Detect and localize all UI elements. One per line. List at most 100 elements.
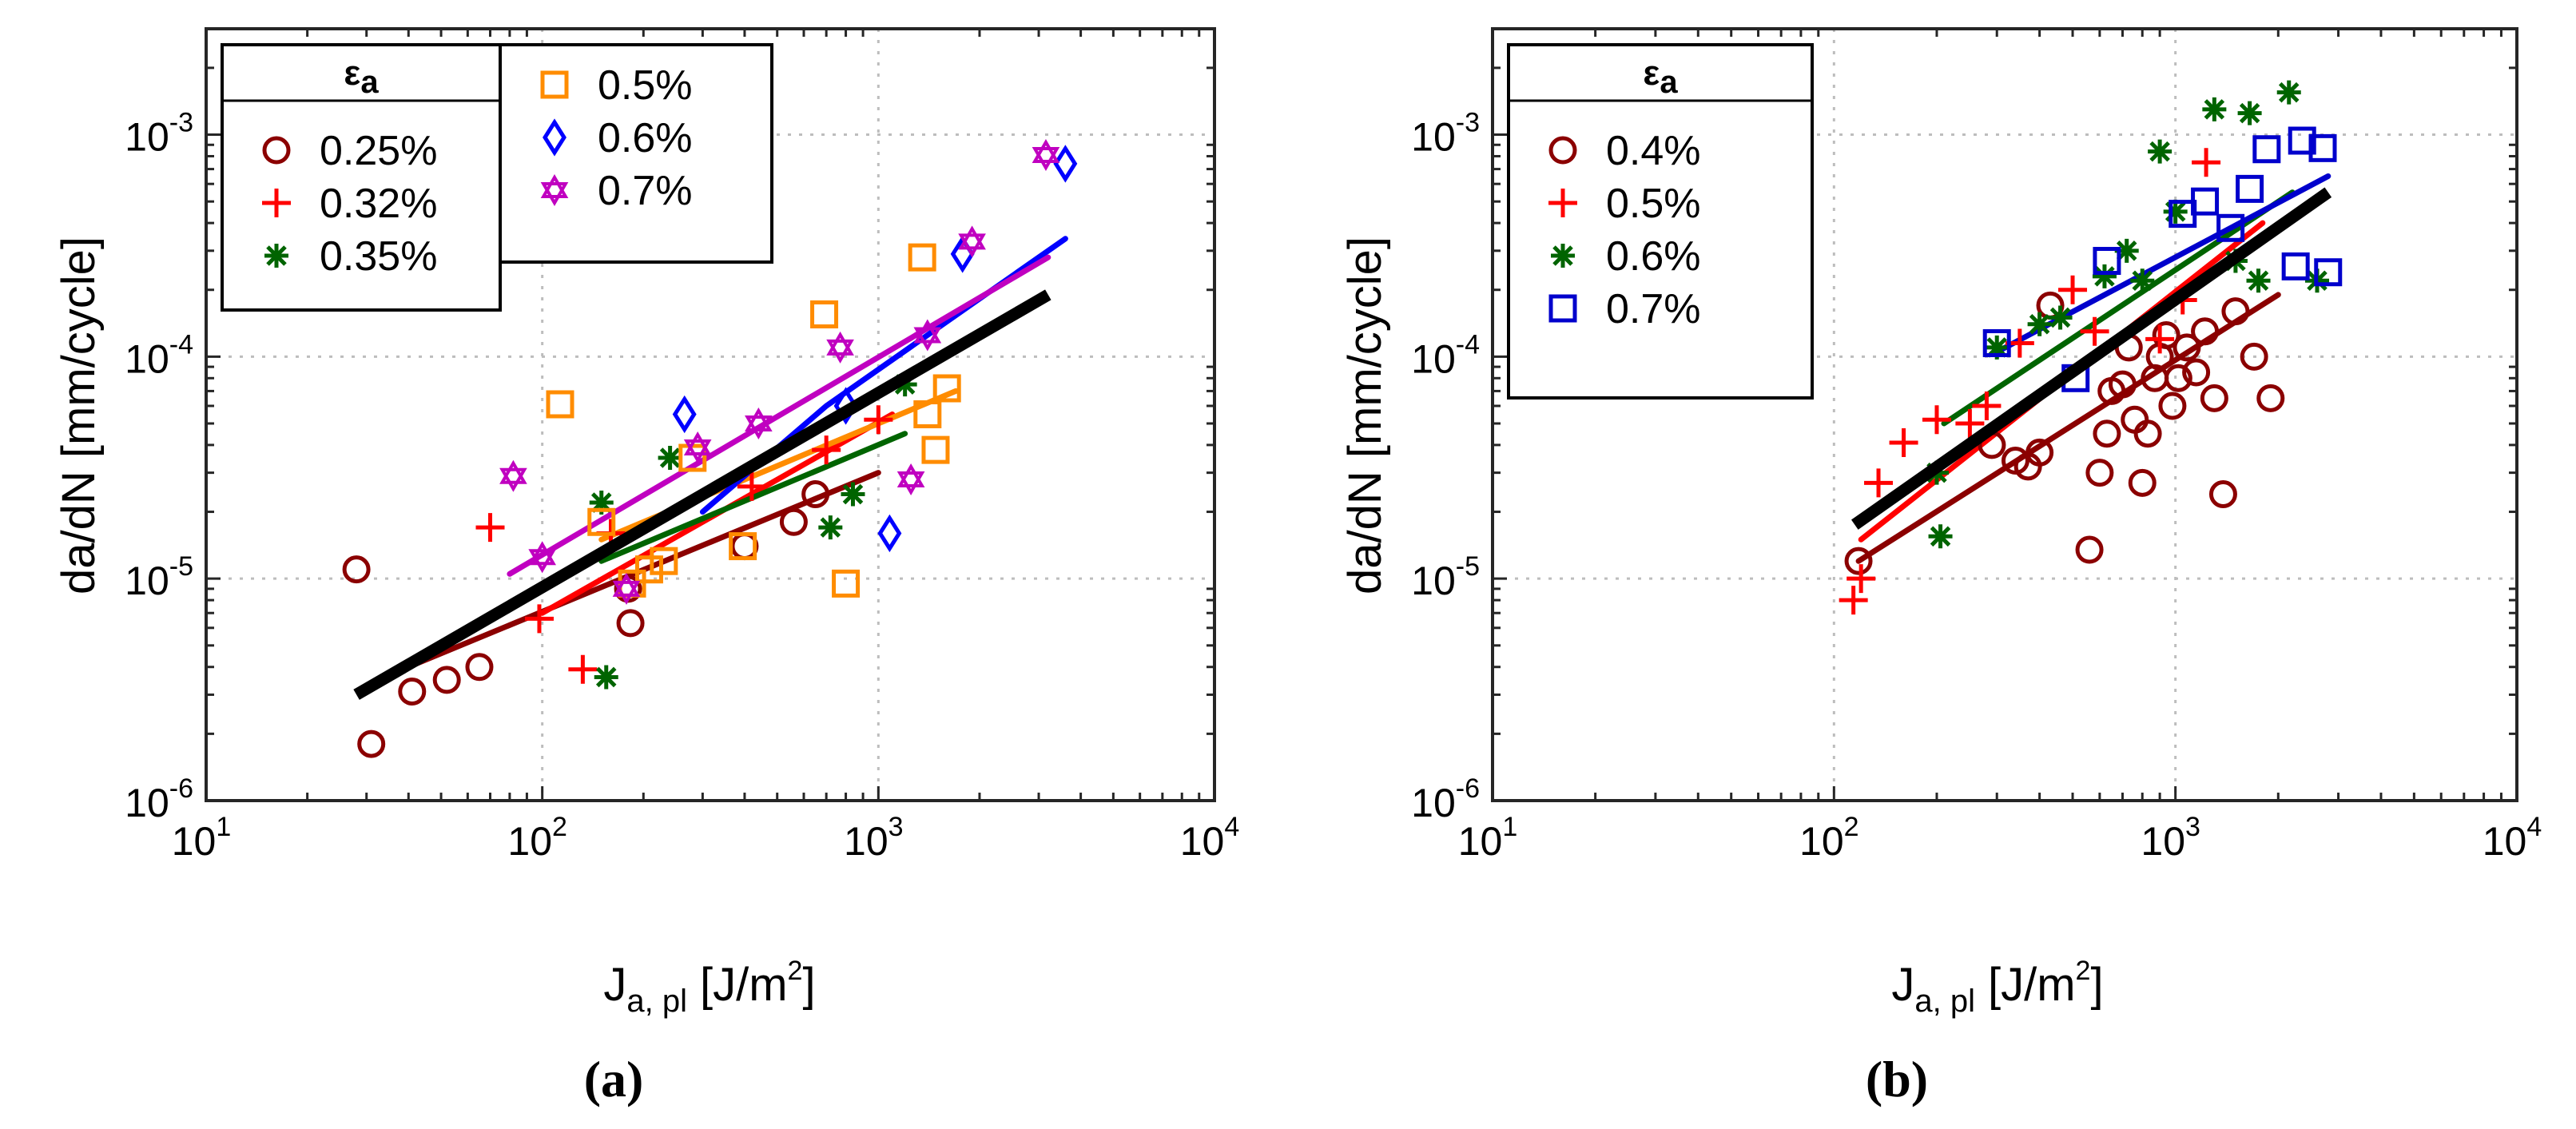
y-tick-label: 10-5	[125, 551, 193, 603]
y-tick-exp: -4	[169, 329, 193, 360]
data-point-0.6%	[2114, 238, 2139, 263]
data-point-0.5%	[1889, 427, 1918, 457]
data-point-0.5%	[908, 243, 936, 272]
y-axis-label: da/dN [mm/cycle]	[1339, 237, 1391, 594]
data-point-0.25%	[465, 653, 494, 682]
legend-marker-0.7%	[1548, 294, 1577, 323]
panel-caption: (b)	[1866, 1051, 1928, 1107]
panel-b: 101 102 103 10410-610-510-410-3εa0.4%0.5%0.…	[1339, 27, 2542, 1107]
data-point-0.7%	[1032, 138, 1060, 171]
data-point-0.7%	[2191, 187, 2220, 216]
data-point-0.6%	[877, 514, 902, 553]
data-point-0.4%	[2164, 364, 2192, 392]
data-point-0.7%	[958, 225, 986, 258]
y-axis-label: da/dN [mm/cycle]	[53, 237, 105, 594]
data-point-0.5%	[587, 507, 616, 536]
data-point-0.4%	[2173, 333, 2201, 362]
y-tick-base: 10	[125, 559, 169, 603]
x-tick-exp: 4	[2526, 812, 2542, 842]
data-point-0.7%	[612, 572, 641, 605]
data-point-0.6%	[1053, 145, 1078, 183]
data-point-0.5%	[2145, 324, 2175, 354]
x-tick-base: 10	[2141, 819, 2185, 864]
x-tick-label: 103	[844, 812, 904, 864]
x-tick-label: 104	[2483, 812, 2542, 864]
x-axis-label-main: J	[1891, 959, 1914, 1011]
legend-marker-0.6%	[543, 118, 566, 157]
legend-label: 0.6%	[598, 115, 693, 161]
data-point-0.6%	[1985, 335, 2010, 360]
data-point-0.5%	[1922, 405, 1951, 435]
data-point-0.7%	[683, 431, 712, 463]
data-point-0.4%	[2191, 317, 2220, 346]
x-tick-base: 10	[1458, 819, 1503, 864]
data-point-0.25%	[342, 555, 371, 584]
series-0.7%	[1982, 126, 2343, 392]
legend-title-symbol: ε	[344, 54, 360, 93]
data-point-0.4%	[2200, 384, 2228, 412]
data-point-0.5%	[1972, 392, 2002, 421]
data-point-0.7%	[2314, 258, 2343, 287]
data-point-0.4%	[2025, 438, 2054, 467]
legend-marker-0.25%	[262, 136, 291, 165]
x-axis-label-unit-end: ]	[802, 959, 815, 1011]
y-tick-label: 10-3	[1411, 108, 1480, 160]
legend-label: 0.7%	[598, 168, 693, 214]
y-tick-base: 10	[1411, 781, 1456, 825]
data-point-0.6%	[2276, 80, 2301, 105]
legend-label: 0.25%	[320, 128, 437, 174]
data-point-0.35%	[589, 491, 614, 515]
y-tick-base: 10	[1411, 559, 1456, 603]
legend-box	[499, 43, 773, 264]
x-axis-label-sub: a, pl	[626, 984, 687, 1019]
data-point-0.35%	[841, 482, 865, 507]
y-tick-label: 10-4	[1411, 329, 1480, 381]
x-tick-exp: 3	[888, 812, 904, 842]
legend-label: 0.6%	[1606, 233, 1701, 280]
data-point-0.32%	[737, 471, 766, 501]
data-point-0.32%	[812, 435, 841, 465]
legend-box	[221, 43, 502, 312]
fit-line-0.4%	[1855, 292, 2281, 564]
data-point-0.5%	[1864, 468, 1894, 498]
data-point-0.35%	[658, 446, 682, 471]
x-tick-base: 10	[172, 819, 217, 864]
y-tick-exp: -3	[1456, 108, 1480, 138]
legend-title: εa	[344, 54, 379, 100]
y-tick-label: 10-5	[1411, 551, 1480, 603]
data-point-0.6%	[2148, 139, 2173, 164]
legend-label: 0.4%	[1606, 128, 1701, 174]
data-point-0.5%	[921, 435, 950, 464]
data-point-0.7%	[528, 541, 556, 574]
x-tick-label: 104	[1180, 812, 1240, 864]
panel-caption: (a)	[584, 1051, 644, 1107]
x-axis-label-unit: [J/m	[1988, 959, 2076, 1011]
legend-marker-0.7%	[540, 173, 569, 207]
x-tick-exp: 1	[216, 812, 231, 842]
x-tick-base: 10	[507, 819, 552, 864]
axes-frame	[1491, 27, 2518, 802]
legend-label: 0.35%	[320, 233, 437, 280]
y-axis-ticks: 10-610-510-410-3	[125, 108, 221, 825]
data-point-0.5%	[1955, 408, 1985, 438]
legend-title-sub: a	[1660, 65, 1678, 100]
y-tick-exp: -4	[1456, 329, 1480, 360]
data-point-0.5%	[729, 532, 757, 561]
legend-box	[1507, 43, 1814, 400]
legend-marker-0.5%	[1548, 189, 1577, 217]
x-axis-label-unit-sup: 2	[2076, 956, 2091, 986]
data-point-0.25%	[357, 729, 386, 758]
data-point-0.6%	[672, 395, 697, 434]
data-point-0.7%	[1982, 329, 2011, 358]
legend-title-symbol: ε	[1643, 54, 1660, 93]
data-point-0.7%	[2308, 133, 2337, 162]
x-tick-label: 102	[507, 812, 567, 864]
legend-marker-0.32%	[262, 189, 291, 217]
data-point-0.4%	[2240, 342, 2268, 371]
data-point-0.4%	[2256, 384, 2285, 412]
fit-line-0.6%	[1941, 189, 2296, 427]
data-point-0.25%	[779, 507, 808, 536]
data-point-0.5%	[1839, 586, 1868, 615]
legend-title: εa	[1643, 54, 1678, 100]
